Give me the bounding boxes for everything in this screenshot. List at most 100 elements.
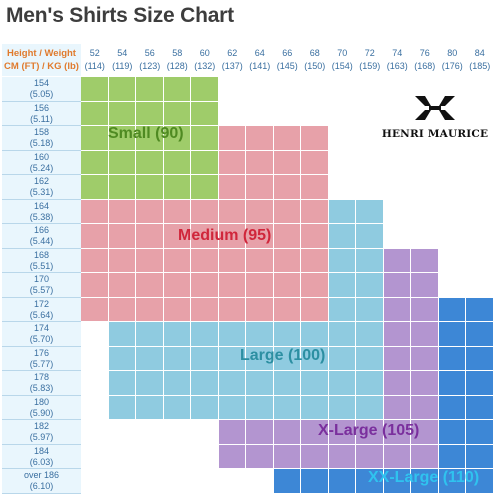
size-cell bbox=[218, 126, 246, 151]
size-cell bbox=[301, 297, 329, 322]
size-cell bbox=[108, 77, 136, 102]
size-cell bbox=[411, 346, 439, 371]
height-cm: 174 bbox=[33, 323, 50, 333]
size-cell bbox=[301, 346, 329, 371]
height-ft: (5.18) bbox=[29, 138, 54, 148]
size-cell bbox=[411, 420, 439, 445]
weight-kg: 58 bbox=[172, 48, 183, 58]
size-cell bbox=[191, 371, 219, 396]
size-cell bbox=[273, 150, 301, 175]
size-cell bbox=[246, 371, 274, 396]
size-cell bbox=[108, 273, 136, 298]
size-cell bbox=[438, 322, 466, 347]
size-cell bbox=[136, 101, 164, 126]
size-cell bbox=[136, 126, 164, 151]
size-cell bbox=[328, 395, 356, 420]
size-cell bbox=[438, 346, 466, 371]
weight-lb: (123) bbox=[139, 61, 161, 71]
size-cell bbox=[218, 420, 246, 445]
size-cell bbox=[218, 346, 246, 371]
size-cell bbox=[356, 297, 384, 322]
weight-lb: (150) bbox=[304, 61, 326, 71]
weight-column-header: 54 (119) bbox=[109, 44, 137, 76]
size-cell bbox=[466, 395, 494, 420]
size-cell bbox=[246, 444, 274, 469]
size-cell bbox=[136, 175, 164, 200]
height-row-header: 182 (5.97) bbox=[2, 420, 81, 445]
size-cell bbox=[273, 297, 301, 322]
size-cell bbox=[108, 150, 136, 175]
corner-header-line1: Height / Weight bbox=[7, 48, 76, 59]
weight-lb: (145) bbox=[276, 61, 298, 71]
size-cell bbox=[438, 420, 466, 445]
size-cell bbox=[163, 101, 191, 126]
size-cell bbox=[191, 101, 219, 126]
height-cm: 180 bbox=[33, 396, 50, 407]
size-cell bbox=[246, 199, 274, 224]
size-cell bbox=[108, 175, 136, 200]
size-cell bbox=[108, 224, 136, 249]
height-cm: 154 bbox=[33, 78, 50, 88]
size-cell bbox=[356, 420, 384, 445]
size-cell bbox=[383, 346, 411, 371]
size-cell bbox=[108, 371, 136, 396]
size-cell bbox=[163, 248, 191, 273]
size-cell bbox=[191, 248, 219, 273]
weight-lb: (154) bbox=[331, 61, 353, 71]
size-cell bbox=[301, 150, 329, 175]
size-cell bbox=[411, 297, 439, 322]
size-cell bbox=[301, 469, 329, 494]
size-cell bbox=[411, 248, 439, 273]
size-cell bbox=[218, 199, 246, 224]
height-cm: 176 bbox=[33, 347, 50, 358]
size-cell bbox=[383, 297, 411, 322]
size-cell bbox=[246, 248, 274, 273]
size-cell bbox=[81, 150, 109, 175]
size-cell bbox=[328, 322, 356, 347]
size-cell bbox=[301, 224, 329, 249]
size-cell bbox=[163, 395, 191, 420]
size-cell bbox=[191, 273, 219, 298]
size-cell bbox=[466, 420, 494, 445]
size-cell bbox=[438, 371, 466, 396]
weight-kg: 76 bbox=[419, 48, 430, 58]
size-cell bbox=[301, 273, 329, 298]
weight-lb: (163) bbox=[386, 61, 408, 71]
size-cell bbox=[328, 273, 356, 298]
size-cell bbox=[136, 297, 164, 322]
size-cell bbox=[273, 322, 301, 347]
size-cell bbox=[466, 322, 494, 347]
size-cell bbox=[356, 371, 384, 396]
height-ft: (5.77) bbox=[29, 358, 54, 369]
size-cell bbox=[383, 371, 411, 396]
height-ft: (5.11) bbox=[30, 113, 53, 124]
size-cell bbox=[301, 395, 329, 420]
size-cell bbox=[356, 469, 384, 494]
size-cell bbox=[301, 322, 329, 347]
size-cell bbox=[356, 346, 384, 371]
height-cm: 160 bbox=[33, 151, 50, 162]
size-cell bbox=[246, 322, 274, 347]
height-ft: (5.57) bbox=[29, 285, 54, 295]
weight-lb: (114) bbox=[84, 61, 105, 71]
size-cell bbox=[301, 175, 329, 200]
height-ft: (5.31) bbox=[29, 187, 54, 197]
size-cell bbox=[301, 126, 329, 151]
height-cm: 182 bbox=[33, 421, 50, 431]
size-cell bbox=[246, 395, 274, 420]
size-cell bbox=[108, 395, 136, 420]
weight-kg: 72 bbox=[364, 48, 375, 58]
height-row-header: 176 (5.77) bbox=[2, 346, 81, 371]
size-cell bbox=[191, 322, 219, 347]
weight-column-header: 60 (132) bbox=[191, 44, 219, 76]
height-row-header: 180 (5.90) bbox=[2, 395, 81, 420]
weight-lb: (137) bbox=[221, 61, 243, 71]
size-cell bbox=[328, 371, 356, 396]
size-cell bbox=[273, 175, 301, 200]
size-cell bbox=[411, 444, 439, 469]
size-cell bbox=[356, 395, 384, 420]
weight-kg: 80 bbox=[447, 48, 458, 58]
size-cell bbox=[383, 273, 411, 298]
size-cell bbox=[218, 224, 246, 249]
size-cell bbox=[466, 371, 494, 396]
